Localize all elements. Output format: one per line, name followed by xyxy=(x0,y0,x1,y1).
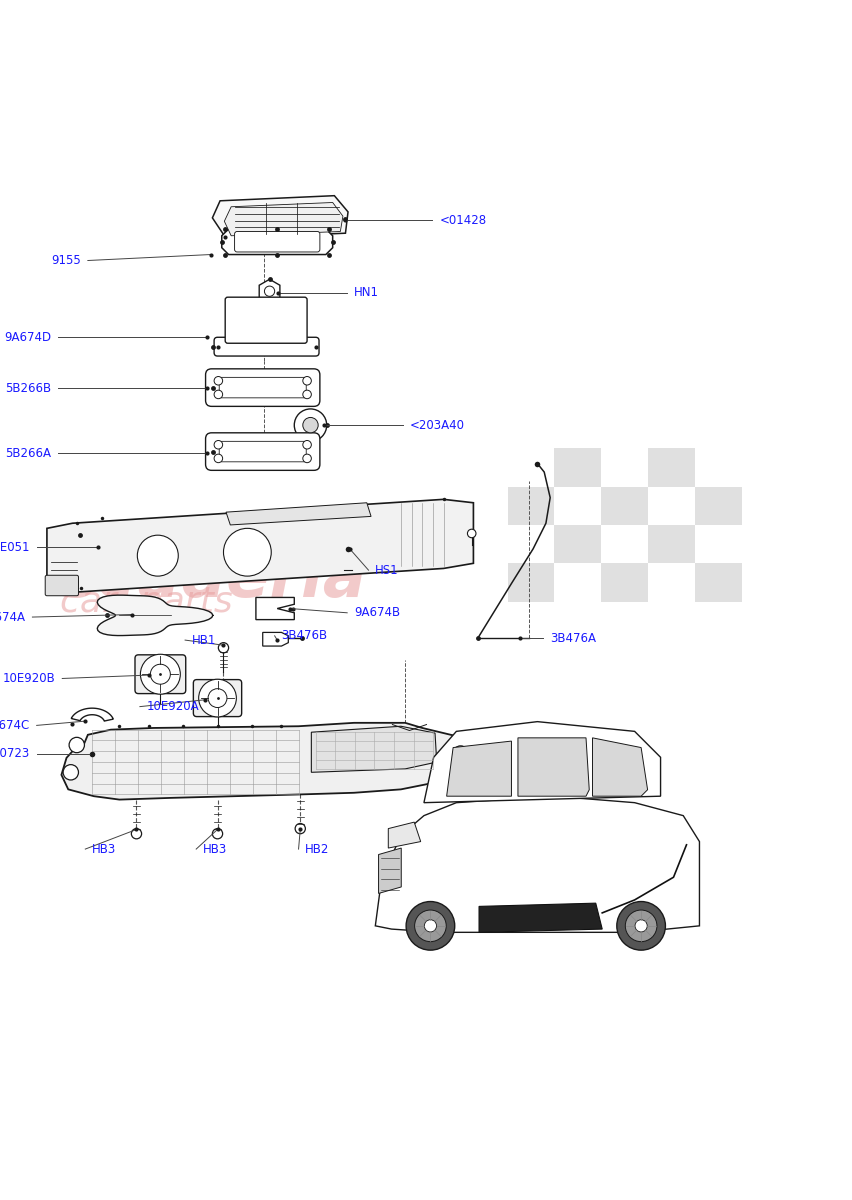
Text: 10E920A: 10E920A xyxy=(147,700,199,713)
FancyBboxPatch shape xyxy=(234,232,320,252)
Circle shape xyxy=(137,535,178,576)
Circle shape xyxy=(69,737,84,752)
Text: <14E051: <14E051 xyxy=(0,541,30,553)
Circle shape xyxy=(295,823,305,834)
Text: 9A674A: 9A674A xyxy=(0,611,26,624)
Circle shape xyxy=(63,764,78,780)
FancyBboxPatch shape xyxy=(45,575,78,595)
Text: <203A40: <203A40 xyxy=(409,419,463,432)
Polygon shape xyxy=(224,203,343,235)
Circle shape xyxy=(414,910,446,942)
Circle shape xyxy=(214,377,222,385)
Circle shape xyxy=(214,390,222,398)
Circle shape xyxy=(208,689,227,708)
Text: HB3: HB3 xyxy=(203,842,227,856)
Text: HB1: HB1 xyxy=(192,634,216,647)
Text: 3B476A: 3B476A xyxy=(550,632,596,644)
Circle shape xyxy=(634,919,647,932)
Circle shape xyxy=(199,679,236,716)
FancyBboxPatch shape xyxy=(225,298,307,343)
Bar xyxy=(507,563,554,601)
Polygon shape xyxy=(592,738,647,796)
FancyBboxPatch shape xyxy=(205,433,320,470)
Polygon shape xyxy=(222,229,332,254)
Polygon shape xyxy=(97,595,213,636)
Text: <01428: <01428 xyxy=(439,214,486,227)
Circle shape xyxy=(223,528,271,576)
Polygon shape xyxy=(259,280,279,304)
Circle shape xyxy=(131,829,141,839)
Text: car  parts: car parts xyxy=(60,584,233,619)
Text: 9A674D: 9A674D xyxy=(4,331,51,343)
Circle shape xyxy=(214,440,222,449)
Bar xyxy=(601,486,648,524)
Circle shape xyxy=(141,654,180,694)
Polygon shape xyxy=(517,738,589,796)
FancyBboxPatch shape xyxy=(214,337,319,356)
Bar xyxy=(554,524,601,563)
Text: HB3: HB3 xyxy=(92,842,116,856)
Polygon shape xyxy=(423,721,659,803)
Circle shape xyxy=(423,919,436,932)
Bar xyxy=(554,448,601,486)
Circle shape xyxy=(302,377,311,385)
Text: HB2: HB2 xyxy=(305,842,330,856)
Polygon shape xyxy=(311,726,436,773)
Polygon shape xyxy=(479,904,602,932)
Circle shape xyxy=(302,418,318,433)
Text: 5B266A: 5B266A xyxy=(5,446,51,460)
Polygon shape xyxy=(446,742,511,796)
FancyBboxPatch shape xyxy=(219,377,306,398)
Circle shape xyxy=(302,390,311,398)
Polygon shape xyxy=(72,708,113,721)
Circle shape xyxy=(467,529,475,538)
Polygon shape xyxy=(262,632,288,646)
Text: 10723: 10723 xyxy=(0,748,30,760)
Text: HN1: HN1 xyxy=(354,287,378,300)
Circle shape xyxy=(212,829,222,839)
Text: 9155: 9155 xyxy=(51,254,81,268)
FancyBboxPatch shape xyxy=(135,655,186,694)
Text: 9A674B: 9A674B xyxy=(354,606,400,619)
Polygon shape xyxy=(47,499,473,593)
Bar xyxy=(694,563,741,601)
Text: 3B476B: 3B476B xyxy=(281,629,327,642)
Text: 10E920B: 10E920B xyxy=(3,672,55,685)
FancyBboxPatch shape xyxy=(219,442,306,462)
Text: 5B266B: 5B266B xyxy=(5,382,51,395)
Circle shape xyxy=(452,746,468,761)
Bar xyxy=(648,524,694,563)
Circle shape xyxy=(302,440,311,449)
Text: scuderia: scuderia xyxy=(60,547,366,610)
Circle shape xyxy=(625,910,656,942)
Bar xyxy=(694,486,741,524)
Text: HS1: HS1 xyxy=(375,564,399,577)
Polygon shape xyxy=(226,503,371,524)
Polygon shape xyxy=(375,796,699,932)
FancyBboxPatch shape xyxy=(205,368,320,407)
Circle shape xyxy=(302,454,311,463)
Polygon shape xyxy=(388,822,420,848)
Circle shape xyxy=(264,286,274,296)
Circle shape xyxy=(294,409,326,442)
Circle shape xyxy=(406,901,454,950)
Polygon shape xyxy=(256,598,294,619)
Circle shape xyxy=(218,643,228,653)
Text: 9A674C: 9A674C xyxy=(0,719,30,732)
Polygon shape xyxy=(378,848,400,894)
Circle shape xyxy=(150,665,170,684)
Bar xyxy=(601,563,648,601)
Circle shape xyxy=(214,454,222,463)
Bar xyxy=(648,448,694,486)
Polygon shape xyxy=(212,196,348,239)
Polygon shape xyxy=(61,722,477,799)
Circle shape xyxy=(472,746,484,758)
Circle shape xyxy=(616,901,665,950)
FancyBboxPatch shape xyxy=(193,679,241,716)
Bar xyxy=(507,486,554,524)
